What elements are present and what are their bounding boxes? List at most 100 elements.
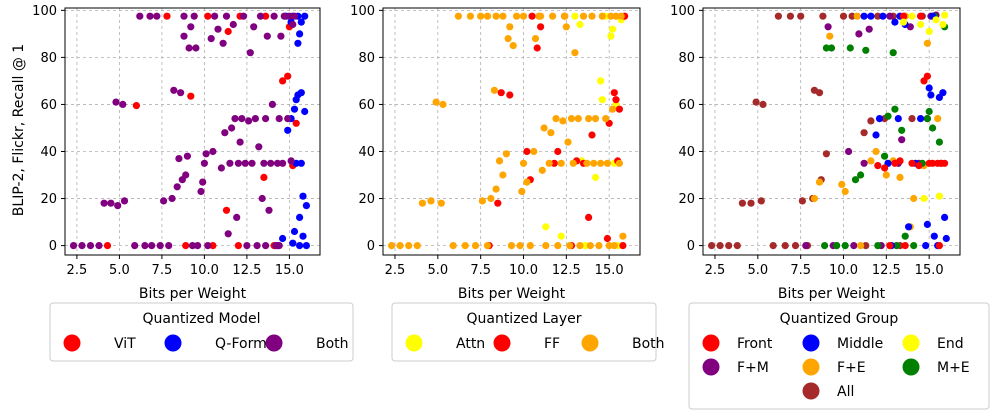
x-tick-label: 5.0: [109, 263, 130, 278]
data-point-ff: [497, 89, 505, 97]
data-point-middle: [891, 18, 899, 26]
data-point-f-e: [815, 178, 824, 186]
data-point-middle: [925, 84, 933, 92]
data-point-front: [929, 159, 937, 167]
legend-marker-middle: [802, 334, 820, 352]
data-point-both: [233, 213, 241, 221]
data-point-both: [504, 35, 512, 43]
figure-y-axis-label: BLIP-2, Flickr, Recall @ 1: [11, 44, 27, 216]
plot-frame: [382, 7, 641, 256]
data-point-middle: [922, 242, 930, 250]
data-point-both: [119, 100, 127, 108]
data-point-both: [221, 129, 229, 137]
data-point-middle: [894, 115, 902, 123]
data-point-all: [862, 242, 870, 250]
data-point-middle: [867, 12, 875, 20]
data-point-front: [908, 159, 916, 167]
data-point-both: [289, 20, 297, 29]
data-point-middle: [923, 220, 932, 228]
data-point-both: [268, 100, 276, 108]
x-tick-label: 10.0: [829, 263, 858, 278]
legend-title: Quantized Layer: [466, 311, 581, 327]
data-point-q-former: [301, 12, 309, 20]
data-point-m-e: [846, 44, 854, 52]
data-point-both: [177, 89, 185, 97]
data-point-vit: [224, 27, 232, 36]
data-point-all: [759, 100, 767, 108]
data-point-both: [526, 242, 534, 250]
y-tick-label: 100: [670, 4, 695, 19]
data-point-both: [540, 124, 548, 132]
data-point-both: [69, 242, 78, 250]
data-point-ff: [585, 213, 593, 221]
data-point-both: [576, 242, 584, 250]
data-point-q-former: [290, 105, 299, 113]
data-point-m-e: [833, 242, 841, 250]
data-point-f-e: [910, 194, 918, 203]
data-point-front: [941, 159, 949, 167]
data-point-q-former: [296, 30, 304, 38]
data-point-end: [935, 192, 944, 200]
data-point-both: [290, 12, 299, 20]
data-point-both: [253, 242, 261, 250]
legend-marker-q-former: [164, 334, 182, 352]
data-point-front: [886, 242, 894, 250]
data-point-both: [549, 12, 557, 20]
data-point-attn: [591, 173, 600, 181]
data-point-vit: [284, 72, 292, 80]
data-point-both: [519, 12, 528, 20]
data-point-both: [619, 232, 627, 240]
data-point-front: [935, 242, 944, 250]
data-point-ff: [615, 105, 624, 113]
data-point-both: [131, 242, 139, 250]
data-point-f-m: [850, 242, 858, 250]
legend-label: Q-Former: [215, 336, 281, 352]
data-point-attn: [571, 12, 579, 20]
data-point-f-e: [810, 194, 819, 203]
data-point-both: [260, 159, 268, 167]
x-axis-label: Bits per Weight: [458, 286, 566, 302]
data-point-ff: [554, 147, 562, 156]
data-point-middle: [860, 12, 868, 20]
data-point-both: [605, 242, 613, 250]
data-point-q-former: [296, 213, 304, 221]
x-axis-label: Bits per Weight: [778, 286, 886, 302]
data-point-both: [190, 12, 198, 20]
data-point-f-m: [824, 23, 832, 31]
data-point-both: [180, 12, 188, 20]
data-point-both: [263, 32, 271, 40]
data-point-attn: [542, 223, 550, 231]
data-point-all: [738, 199, 747, 207]
data-point-both: [182, 171, 190, 179]
x-tick-label: 7.5: [790, 263, 811, 278]
data-point-middle: [875, 115, 884, 123]
data-point-both: [175, 155, 183, 163]
data-point-all: [769, 242, 777, 250]
data-point-both: [197, 187, 205, 196]
data-point-both: [246, 49, 254, 57]
data-point-both: [499, 171, 507, 179]
data-point-both: [275, 242, 283, 250]
data-point-all: [708, 242, 716, 250]
x-tick-label: 15.0: [275, 263, 304, 278]
data-point-all: [798, 197, 807, 205]
data-point-f-e: [857, 242, 865, 250]
data-point-vit: [234, 242, 242, 250]
data-point-m-e: [821, 242, 829, 250]
data-point-front: [874, 162, 882, 170]
data-point-vit: [182, 242, 190, 250]
data-point-both: [226, 159, 234, 167]
y-tick-label: 40: [358, 145, 375, 160]
data-point-both: [120, 197, 129, 205]
data-point-both: [114, 202, 122, 210]
data-point-both: [492, 185, 500, 193]
data-point-both: [531, 35, 540, 43]
data-point-q-former: [301, 107, 309, 116]
data-point-f-m: [886, 12, 894, 20]
panel-quantized-group: 2.5 5.0 7.5 10.0 12.5 15.0 0 20 40 60 80 100 Bits pe…: [670, 4, 990, 410]
data-point-ff: [537, 23, 545, 31]
data-point-both: [204, 242, 212, 250]
x-tick-label: 7.5: [152, 263, 173, 278]
data-point-middle: [917, 115, 925, 123]
data-point-end: [941, 11, 949, 19]
